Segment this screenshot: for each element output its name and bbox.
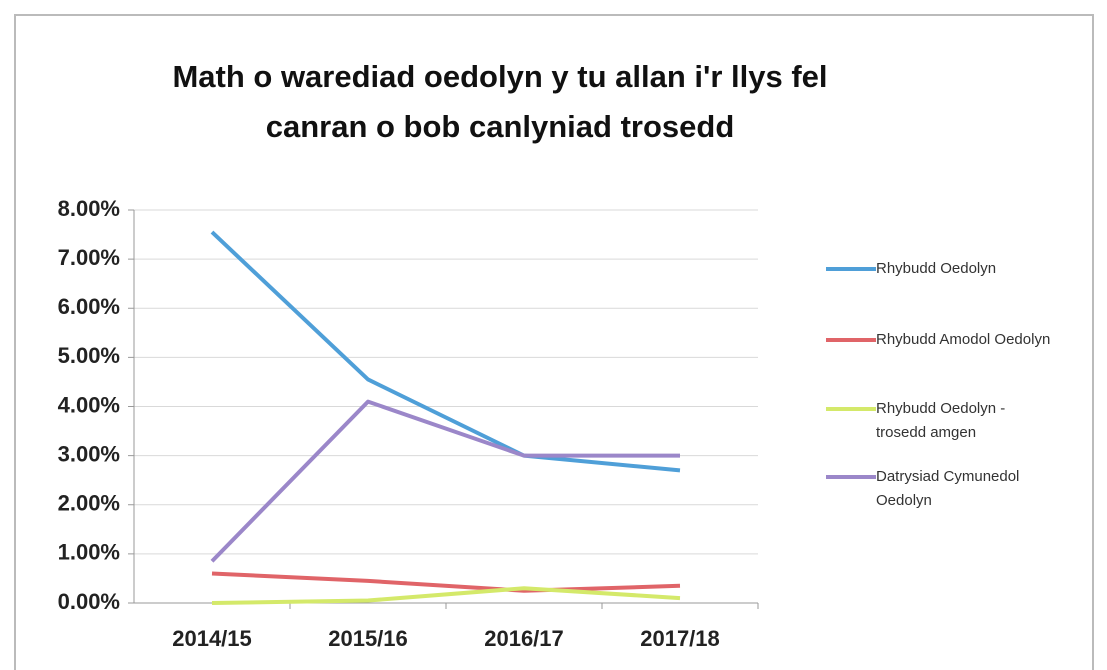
series-line: [211, 571, 681, 593]
y-tick-label: 5.00%: [58, 343, 120, 368]
y-tick-label: 3.00%: [58, 441, 120, 466]
y-tick-label: 2.00%: [58, 491, 120, 516]
chart-title: Math o warediad oedolyn y tu allan i'r l…: [172, 59, 828, 144]
x-tick-label: 2017/18: [640, 626, 720, 651]
y-tick-label: 1.00%: [58, 540, 120, 565]
legend-label: Rhybudd Oedolyn - trosedd amgen: [876, 400, 1006, 441]
legend-label: Rhybudd Amodol Oedolyn: [876, 331, 1051, 348]
x-tick-label: 2014/15: [172, 626, 252, 651]
series-line: [211, 586, 681, 605]
x-tick-label: 2015/16: [328, 626, 408, 651]
y-tick-label: 6.00%: [58, 294, 120, 319]
y-tick-label: 0.00%: [58, 589, 120, 614]
series-line: [210, 399, 680, 563]
x-tick-label: 2016/17: [484, 626, 564, 651]
chart-frame: [14, 14, 1094, 670]
y-tick-label: 7.00%: [58, 245, 120, 270]
legend-label: Rhybudd Oedolyn: [876, 260, 997, 277]
series-line: [210, 230, 681, 473]
y-tick-label: 4.00%: [58, 392, 120, 417]
legend-label: Datrysiad Cymunedol Oedolyn: [876, 468, 1020, 509]
y-tick-label: 8.00%: [58, 196, 120, 221]
